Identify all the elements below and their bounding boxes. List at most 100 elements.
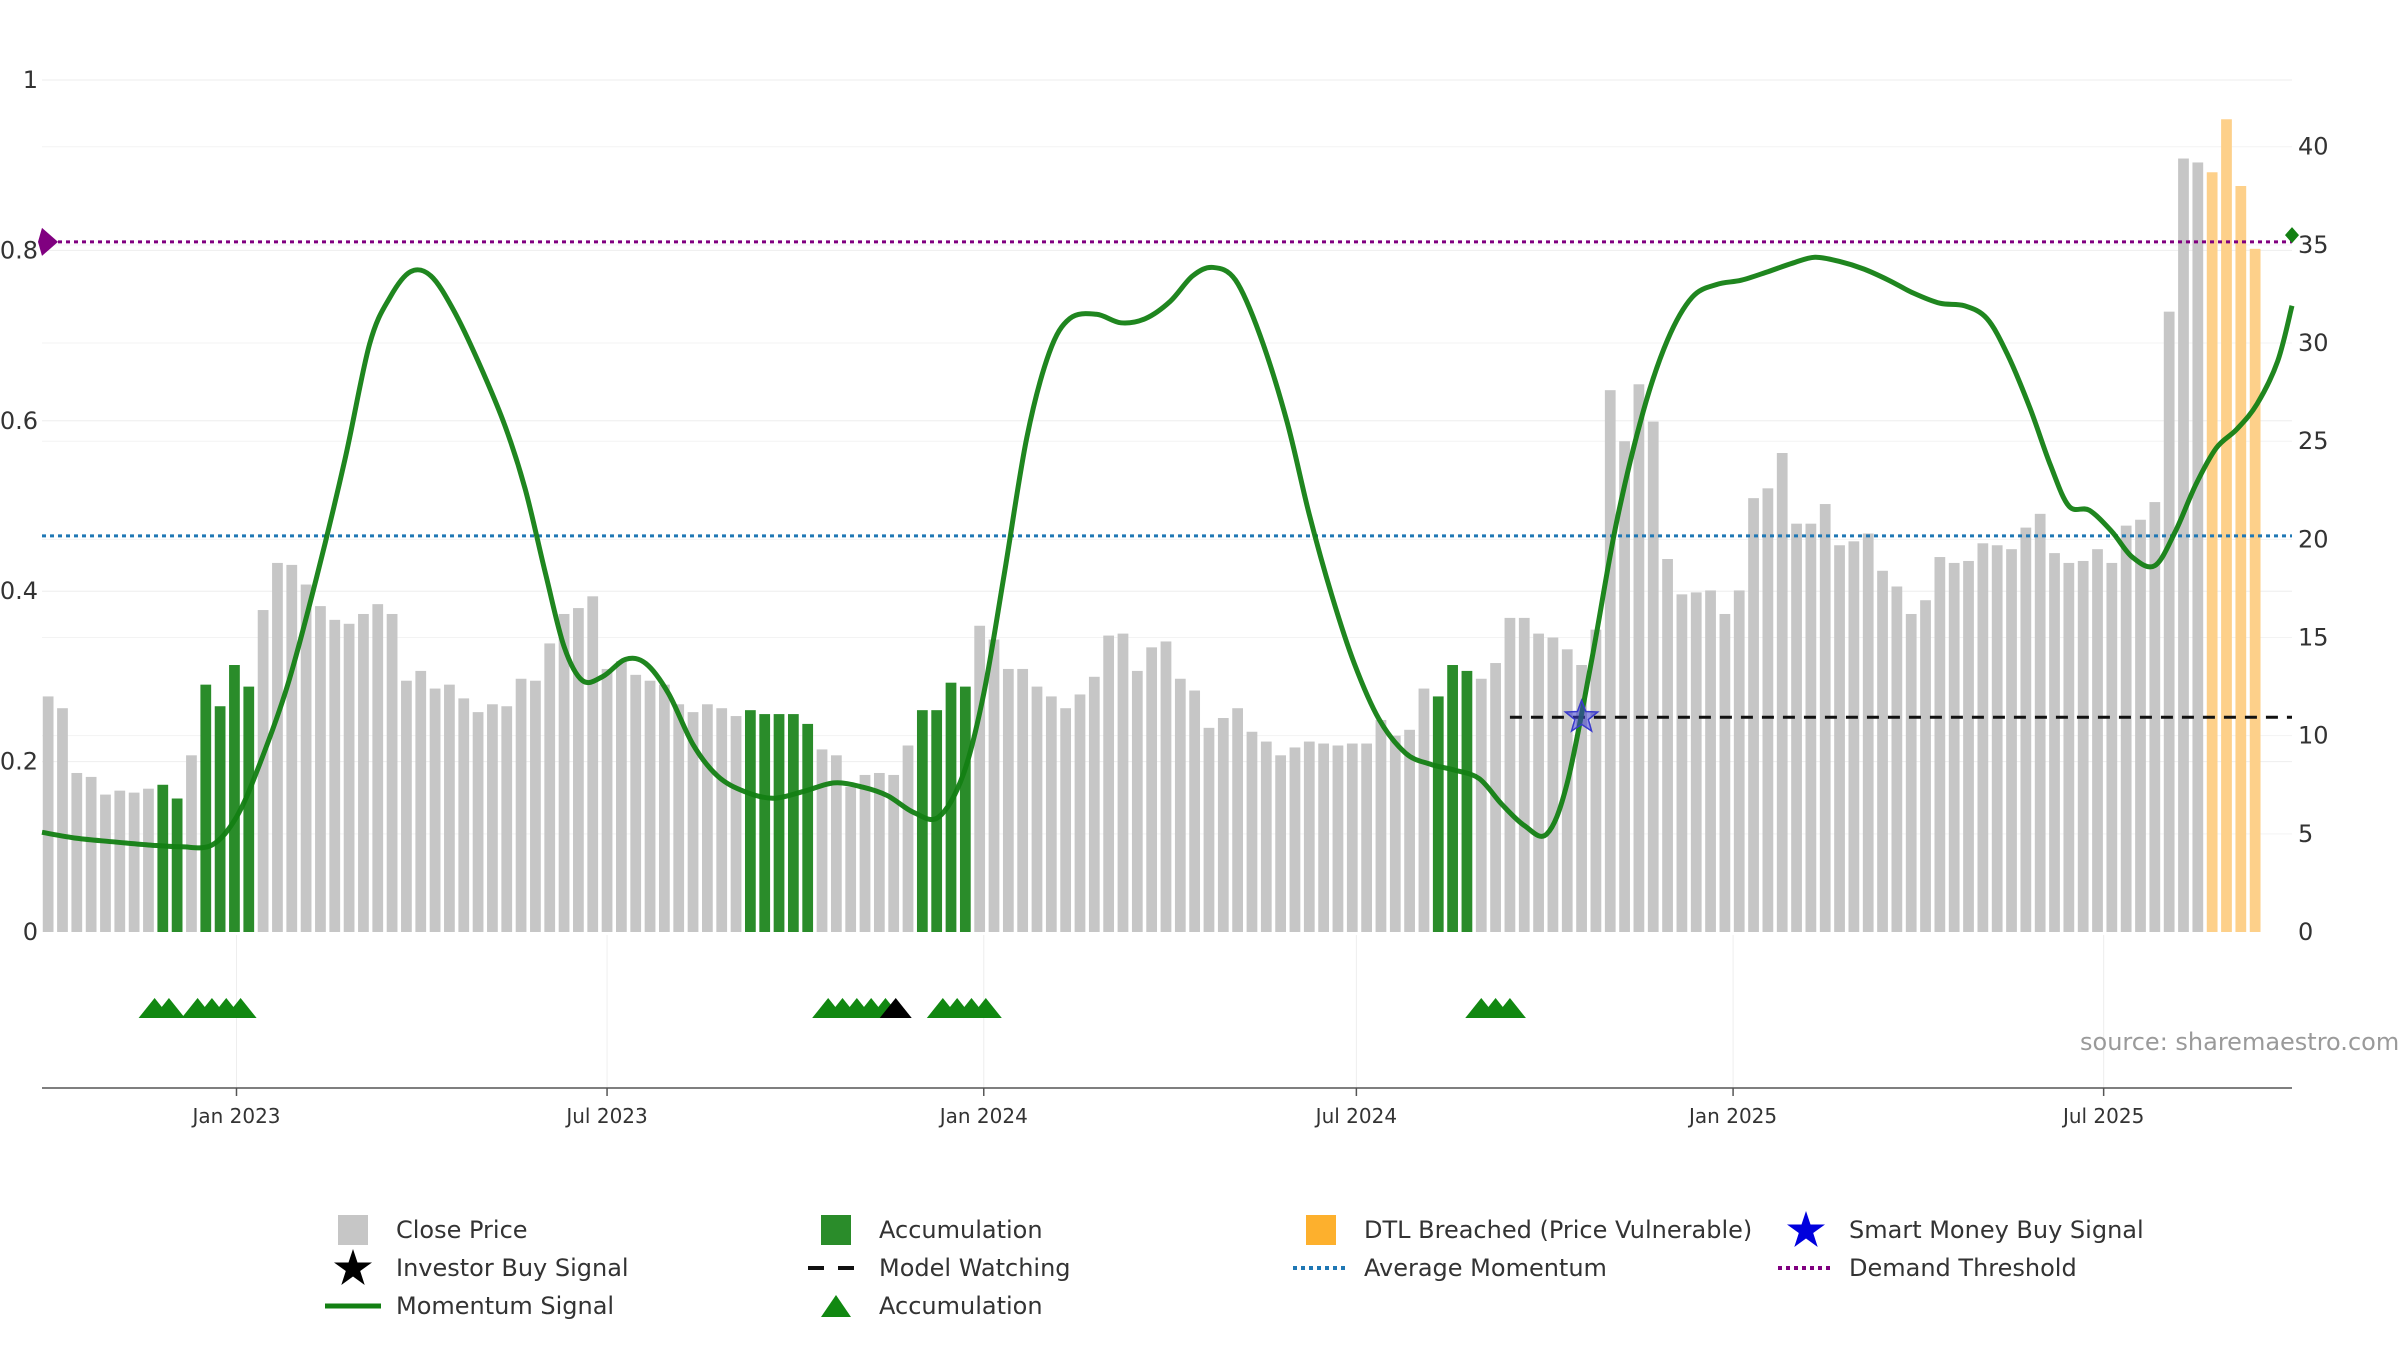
- dtl-breached-bar: [2249, 248, 2261, 933]
- close-price-bar: [286, 564, 298, 932]
- close-price-bar: [616, 661, 627, 932]
- close-price-bar: [1504, 617, 1516, 932]
- green-square-icon: [803, 1212, 869, 1248]
- close-price-bar: [1662, 559, 1673, 932]
- accumulation-triangle-icon: [152, 998, 185, 1018]
- accumulation-bar: [200, 684, 212, 932]
- accumulation-bar: [916, 710, 928, 932]
- close-price-bar: [1303, 741, 1315, 932]
- close-price-bar: [1389, 735, 1401, 932]
- momentum-end-marker-icon: [2285, 227, 2299, 244]
- close-price-bar: [1074, 694, 1086, 932]
- close-price-bar: [845, 786, 857, 932]
- accumulation-bar: [1447, 665, 1458, 932]
- dtl-breached-bar: [2235, 186, 2247, 932]
- close-price-bar: [300, 584, 312, 932]
- close-price-bar: [1031, 686, 1043, 932]
- close-price-bar: [530, 680, 541, 932]
- close-price-bar: [372, 604, 384, 932]
- accumulation-bar: [945, 682, 957, 932]
- close-price-bar: [902, 745, 914, 932]
- close-price-bar: [1275, 755, 1287, 932]
- close-price-bar: [888, 774, 900, 932]
- close-price-bar: [1117, 633, 1129, 932]
- accumulation-bar: [229, 665, 240, 932]
- close-price-bar: [830, 755, 842, 932]
- close-price-bar: [429, 688, 441, 932]
- accumulation-bar: [214, 706, 226, 932]
- y2-tick-label: 35: [2298, 231, 2329, 259]
- legend-label: Demand Threshold: [1849, 1254, 2077, 1282]
- close-price-bar: [673, 704, 685, 932]
- close-price-bar: [2135, 519, 2146, 932]
- x-tick-label: Jul 2025: [2061, 1104, 2144, 1128]
- close-price-bar: [1518, 617, 1530, 932]
- y-tick-label: 0.6: [0, 407, 38, 435]
- close-price-bar: [873, 772, 885, 932]
- close-price-bar: [1891, 586, 1903, 932]
- accumulation-bar: [1432, 696, 1444, 932]
- close-price-bar: [859, 774, 871, 932]
- close-price-bar: [702, 704, 713, 932]
- close-price-bar: [1332, 745, 1344, 932]
- close-price-bar: [472, 712, 484, 932]
- close-price-bar: [1088, 676, 1100, 932]
- black-star-icon: [320, 1249, 386, 1286]
- accumulation-bar: [773, 714, 785, 932]
- close-price-bar: [1289, 747, 1301, 932]
- accumulation-bar: [1461, 670, 1473, 932]
- close-price-bar: [601, 668, 613, 932]
- y2-tick-label: 20: [2298, 525, 2329, 553]
- momentum-signal-line: [41, 254, 2295, 851]
- close-price-bar: [143, 788, 154, 932]
- y-tick-label: 0.2: [0, 748, 38, 776]
- close-price-bar: [1002, 668, 1014, 932]
- legend-accumulation-marker: Accumulation: [803, 1288, 1043, 1324]
- close-price-bar: [1318, 743, 1329, 932]
- close-price-bar: [1705, 590, 1716, 932]
- close-price-bar: [1791, 523, 1802, 932]
- x-tick-label: Jan 2024: [938, 1104, 1028, 1128]
- close-price-bar: [85, 776, 97, 932]
- close-price-bar: [315, 606, 326, 932]
- close-price-bar: [487, 704, 498, 932]
- close-price-bar: [386, 613, 398, 932]
- accumulation-bar: [744, 710, 756, 932]
- legend-smart-money-buy: Smart Money Buy Signal: [1773, 1211, 2144, 1248]
- y-tick-label: 1: [23, 66, 38, 94]
- close-price-bar: [1719, 613, 1731, 932]
- close-price-bar: [100, 794, 111, 932]
- x-tick-label: Jan 2025: [1687, 1104, 1777, 1128]
- close-price-bar: [1977, 543, 1989, 932]
- x-tick-label: Jan 2023: [190, 1104, 280, 1128]
- close-price-bar: [1920, 600, 1931, 932]
- close-price-bar: [1174, 678, 1186, 932]
- legend-momentum-signal: Momentum Signal: [320, 1288, 614, 1324]
- legend-label: Investor Buy Signal: [396, 1254, 629, 1282]
- close-price-bar: [1017, 668, 1029, 932]
- legend-dtl-breached: DTL Breached (Price Vulnerable): [1288, 1212, 1752, 1248]
- close-price-bar: [1733, 590, 1745, 932]
- purple-dotted-line-icon: [1773, 1250, 1839, 1286]
- close-price-bar: [544, 643, 556, 932]
- close-price-bar: [1948, 562, 1960, 932]
- close-price-bar: [1690, 592, 1702, 932]
- legend-model-watching: Model Watching: [803, 1250, 1071, 1286]
- green-line-icon: [320, 1288, 386, 1324]
- close-price-bar: [1404, 729, 1415, 932]
- close-price-bar: [1346, 743, 1358, 932]
- close-price-bar: [558, 613, 570, 932]
- close-price-bar: [272, 562, 283, 932]
- blue-dotted-line-icon: [1288, 1250, 1354, 1286]
- black-dash-icon: [803, 1250, 869, 1286]
- close-price-bar: [2106, 562, 2118, 932]
- close-price-bar: [2049, 553, 2060, 932]
- green-triangle-icon: [803, 1288, 869, 1324]
- accumulation-bar: [171, 798, 183, 932]
- close-price-bar: [1862, 533, 1874, 932]
- close-price-bar: [1475, 678, 1487, 932]
- close-price-bar: [716, 708, 728, 932]
- y-tick-label: 0.4: [0, 577, 38, 605]
- close-price-bar: [1533, 633, 1544, 932]
